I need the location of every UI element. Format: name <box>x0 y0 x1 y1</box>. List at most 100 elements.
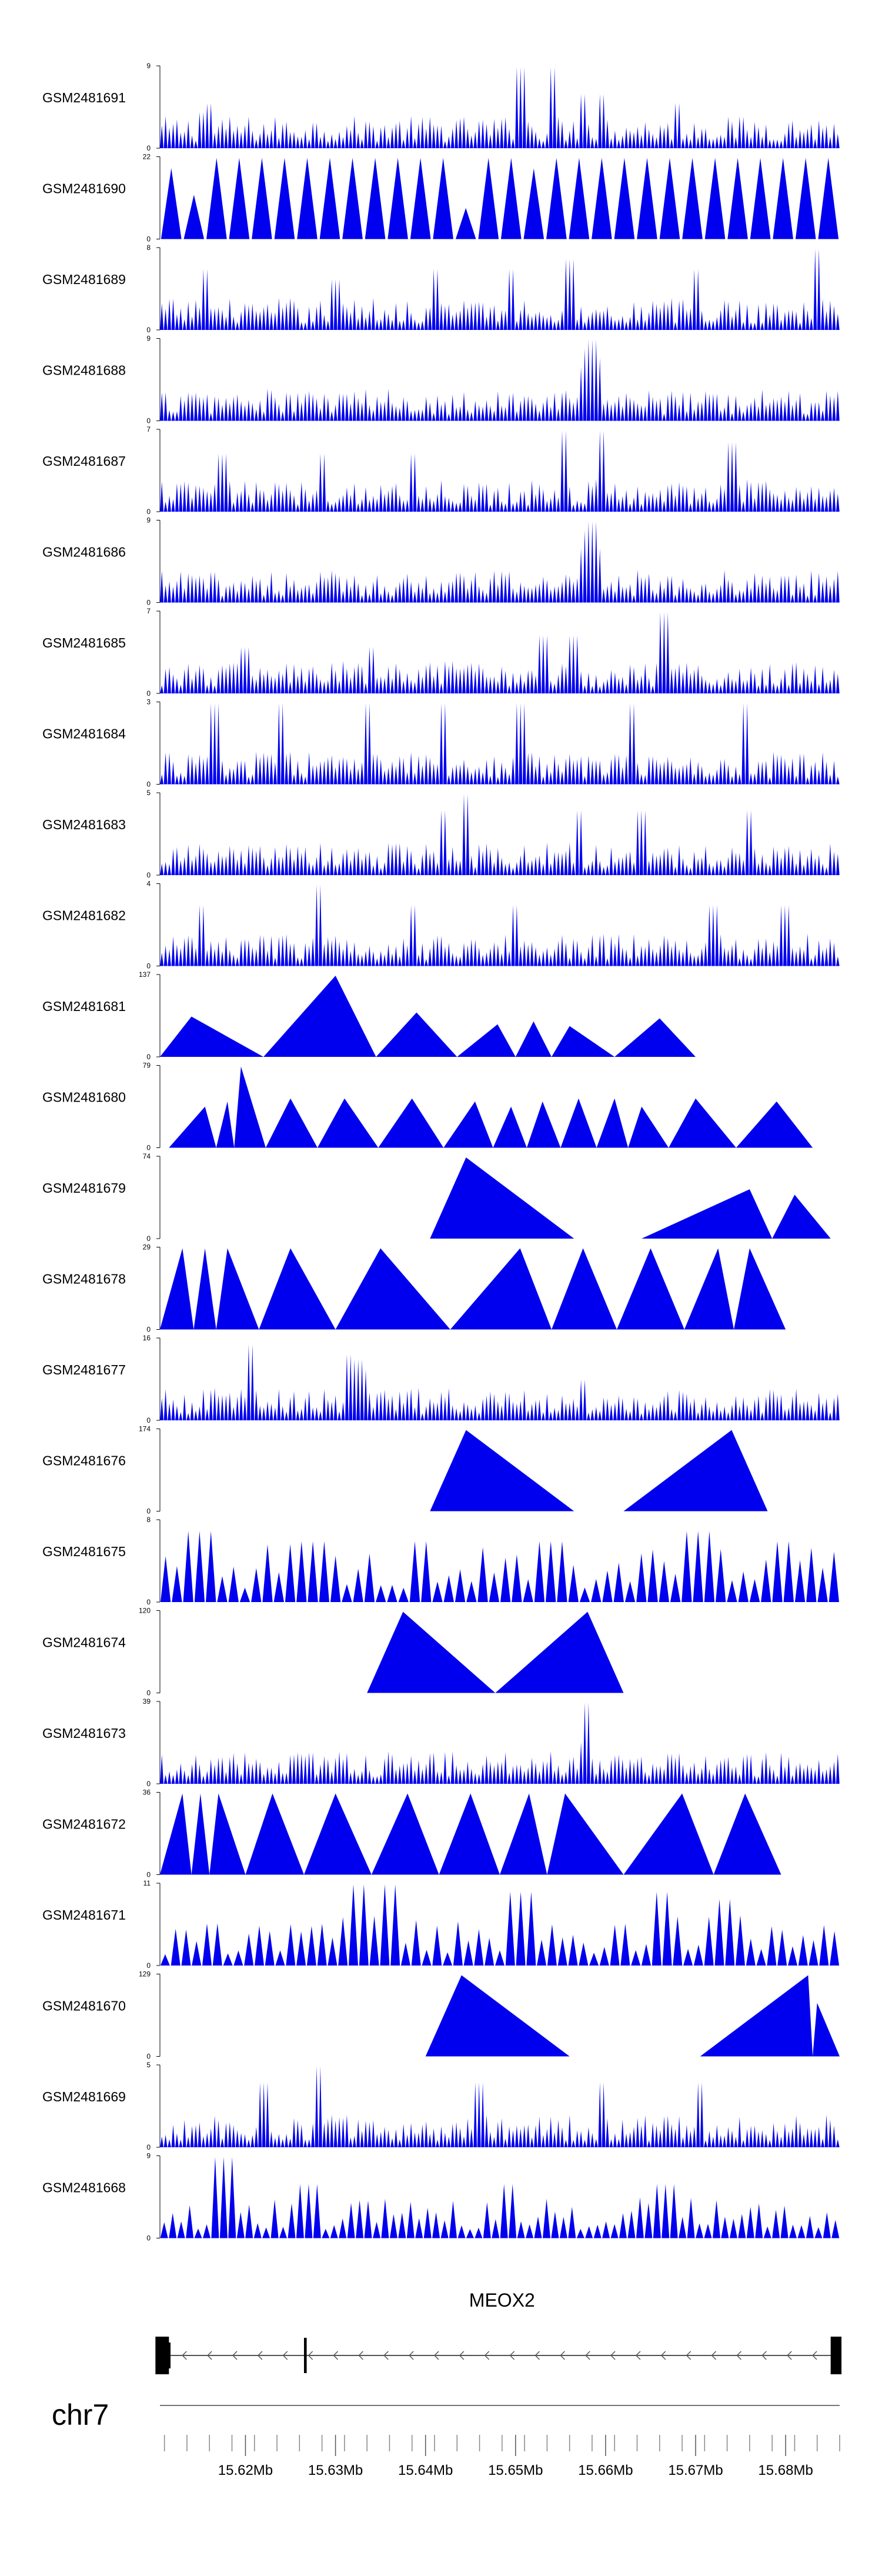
strand-arrow <box>182 2351 187 2360</box>
gene-utr <box>835 2343 841 2368</box>
track-label: GSM2481681 <box>42 999 126 1014</box>
coverage-area <box>160 158 840 239</box>
coverage-peak <box>700 1975 813 2057</box>
axis-tick-label: 15.65Mb <box>488 2462 543 2478</box>
y-zero-label: 0 <box>146 1234 151 1243</box>
y-max-label: 7 <box>146 425 151 433</box>
coverage-peak <box>439 1793 500 1875</box>
coverage-peak <box>642 1189 773 1239</box>
coverage-peak <box>552 1026 615 1057</box>
y-max-label: 8 <box>146 243 151 252</box>
coverage-peak <box>371 1793 439 1875</box>
coverage-area <box>160 885 840 966</box>
coverage-peak <box>430 1157 574 1239</box>
strand-arrow <box>232 2351 238 2360</box>
strand-arrow <box>459 2351 465 2360</box>
coverage-peak <box>265 1098 318 1148</box>
y-zero-label: 0 <box>146 235 151 243</box>
y-max-label: 137 <box>139 970 151 979</box>
track-label: GSM2481680 <box>42 1090 126 1105</box>
strand-arrow <box>534 2351 540 2360</box>
y-max-label: 9 <box>146 516 151 525</box>
track-label: GSM2481682 <box>42 908 126 923</box>
y-zero-label: 0 <box>146 2143 151 2151</box>
strand-arrow <box>308 2351 313 2360</box>
coverage-peak <box>772 1194 831 1239</box>
y-max-label: 7 <box>146 607 151 615</box>
y-zero-label: 0 <box>146 1598 151 1606</box>
y-zero-label: 0 <box>146 417 151 425</box>
coverage-tracks: GSM248169190GSM2481690220GSM248168980GSM… <box>42 62 840 2243</box>
y-zero-label: 0 <box>146 1144 151 1152</box>
track-label: GSM2481690 <box>42 181 126 196</box>
track-GSM2481689: GSM2481689 8 0 <box>42 243 840 334</box>
track-label: GSM2481671 <box>42 1907 126 1923</box>
y-zero-label: 0 <box>146 599 151 607</box>
coverage-peak <box>169 1106 216 1148</box>
y-max-label: 5 <box>146 2061 151 2069</box>
chromosome-axis: chr7 15.62Mb 15.63Mb 15.64Mb 15.65Mb 15.66Mb… <box>52 2398 840 2478</box>
y-zero-label: 0 <box>146 144 151 152</box>
coverage-peak <box>617 1248 684 1330</box>
coverage-peak <box>430 1430 574 1511</box>
coverage-peak <box>628 1106 669 1148</box>
coverage-peak <box>500 1793 547 1875</box>
y-zero-label: 0 <box>146 962 151 970</box>
coverage-peak <box>259 1248 336 1330</box>
y-max-label: 9 <box>146 62 151 70</box>
y-zero-label: 0 <box>146 1326 151 1334</box>
chromosome-label: chr7 <box>52 2398 109 2431</box>
track-GSM2481676: GSM2481676 174 0 <box>42 1425 768 1516</box>
y-zero-label: 0 <box>146 2234 151 2243</box>
y-max-label: 8 <box>146 1516 151 1524</box>
coverage-peak <box>560 1098 597 1148</box>
track-GSM2481683: GSM2481683 5 0 <box>42 789 840 879</box>
y-zero-label: 0 <box>146 1689 151 1697</box>
coverage-peak <box>547 1793 624 1875</box>
coverage-peak <box>304 1793 372 1875</box>
track-GSM2481675: GSM2481675 8 0 <box>42 1516 840 1606</box>
coverage-peak <box>813 2003 840 2057</box>
track-GSM2481678: GSM2481678 29 0 <box>42 1243 786 1334</box>
strand-arrow <box>736 2351 741 2360</box>
strand-arrow <box>711 2351 717 2360</box>
track-GSM2481680: GSM2481680 79 0 <box>42 1062 813 1152</box>
y-zero-label: 0 <box>146 2053 151 2061</box>
y-max-label: 11 <box>143 1879 151 1887</box>
coverage-area <box>160 2066 840 2147</box>
coverage-peak <box>425 1975 570 2057</box>
y-zero-label: 0 <box>146 1053 151 1061</box>
track-label: GSM2481689 <box>42 272 126 287</box>
y-max-label: 39 <box>143 1697 151 1706</box>
track-GSM2481688: GSM2481688 9 0 <box>42 335 840 425</box>
coverage-peak <box>443 1101 493 1148</box>
track-label: GSM2481678 <box>42 1272 126 1287</box>
y-max-label: 36 <box>143 1788 151 1797</box>
track-GSM2481687: GSM2481687 7 0 <box>42 425 840 516</box>
coverage-peak <box>495 1611 624 1693</box>
coverage-area <box>160 703 840 785</box>
coverage-peak <box>160 1793 192 1875</box>
y-max-label: 120 <box>139 1607 151 1615</box>
coverage-peak <box>209 1793 246 1875</box>
coverage-peak <box>216 1101 235 1148</box>
y-max-label: 79 <box>143 1062 151 1070</box>
coverage-peak <box>623 1793 714 1875</box>
coverage-peak <box>317 1098 379 1148</box>
strand-arrow <box>585 2351 590 2360</box>
y-max-label: 129 <box>139 1970 151 1978</box>
coverage-peak <box>526 1101 561 1148</box>
coverage-peak <box>450 1248 552 1330</box>
track-label: GSM2481670 <box>42 1998 126 2014</box>
coverage-peak <box>552 1248 617 1330</box>
strand-arrow <box>635 2351 641 2360</box>
y-max-label: 9 <box>146 335 151 343</box>
coverage-peak <box>216 1248 259 1330</box>
track-label: GSM2481688 <box>42 363 126 378</box>
strand-arrow <box>358 2351 363 2360</box>
y-zero-label: 0 <box>146 326 151 334</box>
coverage-area <box>160 521 840 603</box>
track-label: GSM2481683 <box>42 817 126 832</box>
y-max-label: 22 <box>143 153 151 161</box>
